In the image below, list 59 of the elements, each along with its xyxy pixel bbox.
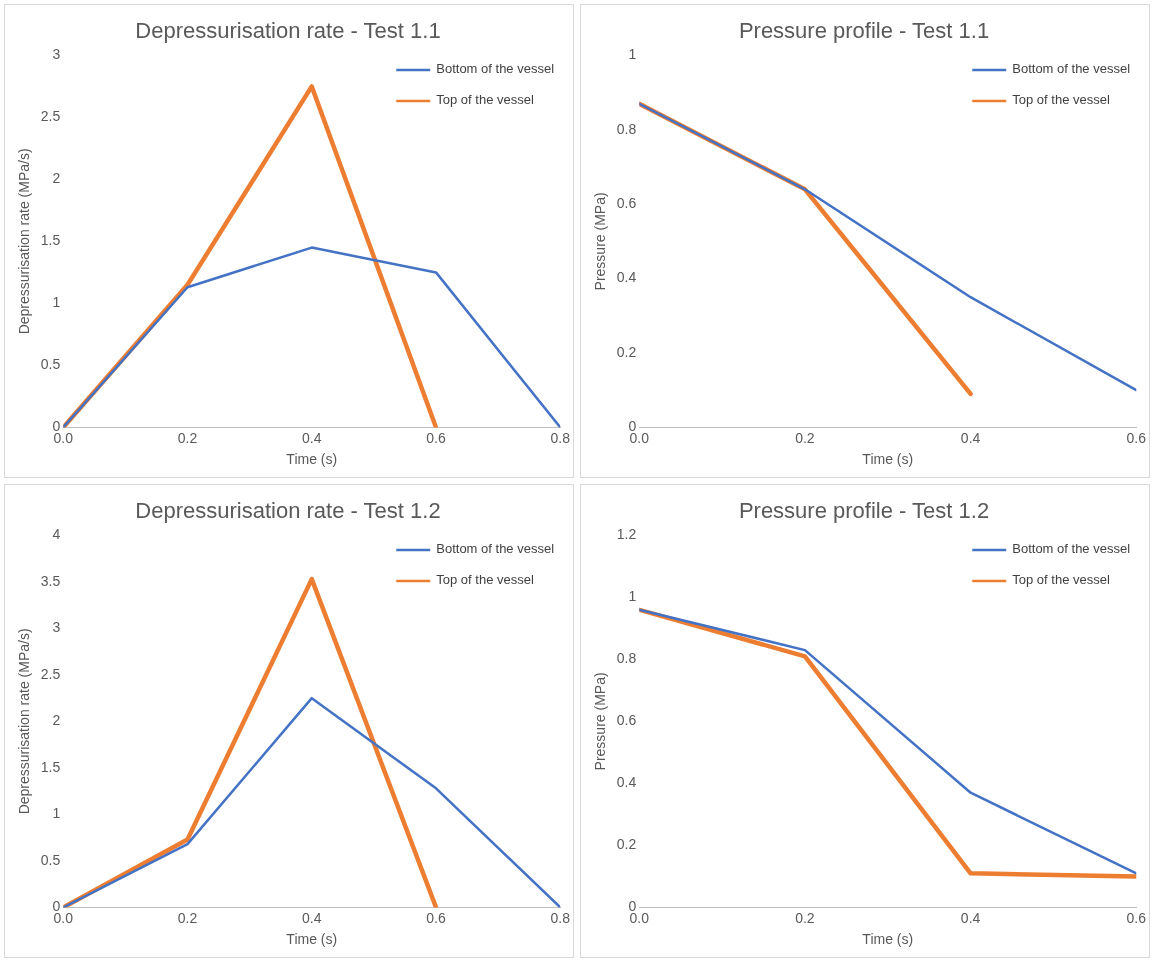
y-tick-label: 0.4 [616, 269, 637, 286]
y-tick-label: 2.5 [40, 665, 61, 682]
legend-label: Bottom of the vessel [436, 541, 555, 557]
chart-title: Depressurisation rate - Test 1.2 [135, 498, 441, 524]
chart-title: Pressure profile - Test 1.1 [738, 18, 990, 44]
y-tick-label: 1.5 [40, 758, 61, 775]
y-tick-label: 0.8 [616, 650, 637, 667]
x-axis-title: Time (s) [862, 931, 914, 948]
x-tick-label: 0.2 [177, 429, 198, 446]
legend-label: Bottom of the vessel [1012, 61, 1131, 77]
x-axis-title: Time (s) [862, 451, 914, 468]
y-tick-label: 3 [52, 619, 61, 636]
chart-title: Pressure profile - Test 1.2 [738, 498, 990, 524]
y-tick-label: 0.8 [616, 120, 637, 137]
y-tick-label: 0.6 [616, 195, 637, 212]
legend-label: Bottom of the vessel [436, 61, 555, 77]
x-tick-label: 0.8 [550, 909, 571, 926]
y-tick-label: 2 [52, 712, 61, 729]
x-tick-label: 0.4 [960, 909, 981, 926]
x-tick-label: 0.2 [177, 909, 198, 926]
x-tick-label: 0.4 [302, 909, 322, 926]
y-tick-label: 1 [628, 46, 637, 63]
y-tick-label: 3.5 [40, 572, 61, 589]
legend-label: Top of the vessel [436, 572, 534, 588]
x-tick-label: 0.6 [426, 909, 446, 926]
x-tick-label: 0.2 [795, 429, 815, 446]
y-tick-label: 1.5 [40, 232, 61, 249]
x-tick-label: 0.6 [1126, 429, 1147, 446]
x-tick-label: 0.4 [960, 429, 981, 446]
y-tick-label: 0.2 [616, 836, 637, 853]
y-tick-label: 2.5 [40, 108, 61, 125]
legend-label: Top of the vessel [436, 92, 534, 108]
y-tick-label: 0.5 [40, 851, 61, 868]
y-axis-title: Pressure (MPa) [592, 192, 609, 291]
y-tick-label: 1 [628, 588, 637, 605]
y-axis-title: Pressure (MPa) [592, 672, 609, 771]
x-tick-label: 0.6 [1126, 909, 1147, 926]
legend-label: Top of the vessel [1012, 92, 1110, 108]
x-tick-label: 0.4 [302, 429, 322, 446]
legend-label: Bottom of the vessel [1012, 541, 1131, 557]
y-tick-label: 0.2 [616, 343, 637, 360]
y-tick-label: 0.5 [40, 356, 61, 373]
y-tick-label: 0.4 [616, 774, 637, 791]
y-tick-label: 1 [52, 805, 61, 822]
y-tick-label: 1.2 [616, 526, 637, 543]
x-axis-title: Time (s) [286, 931, 338, 948]
x-tick-label: 0.6 [426, 429, 446, 446]
x-tick-label: 0.2 [795, 909, 815, 926]
y-tick-label: 3 [52, 46, 61, 63]
chart-title: Depressurisation rate - Test 1.1 [135, 18, 441, 44]
y-axis-title: Depressurisation rate (MPa/s) [16, 628, 33, 815]
x-axis-title: Time (s) [286, 451, 338, 468]
y-tick-label: 4 [52, 526, 61, 543]
y-tick-label: 2 [52, 170, 61, 187]
x-tick-label: 0.8 [550, 429, 571, 446]
legend-label: Top of the vessel [1012, 572, 1110, 588]
y-axis-title: Depressurisation rate (MPa/s) [16, 148, 33, 335]
y-tick-label: 0.6 [616, 712, 637, 729]
y-tick-label: 1 [52, 294, 61, 311]
